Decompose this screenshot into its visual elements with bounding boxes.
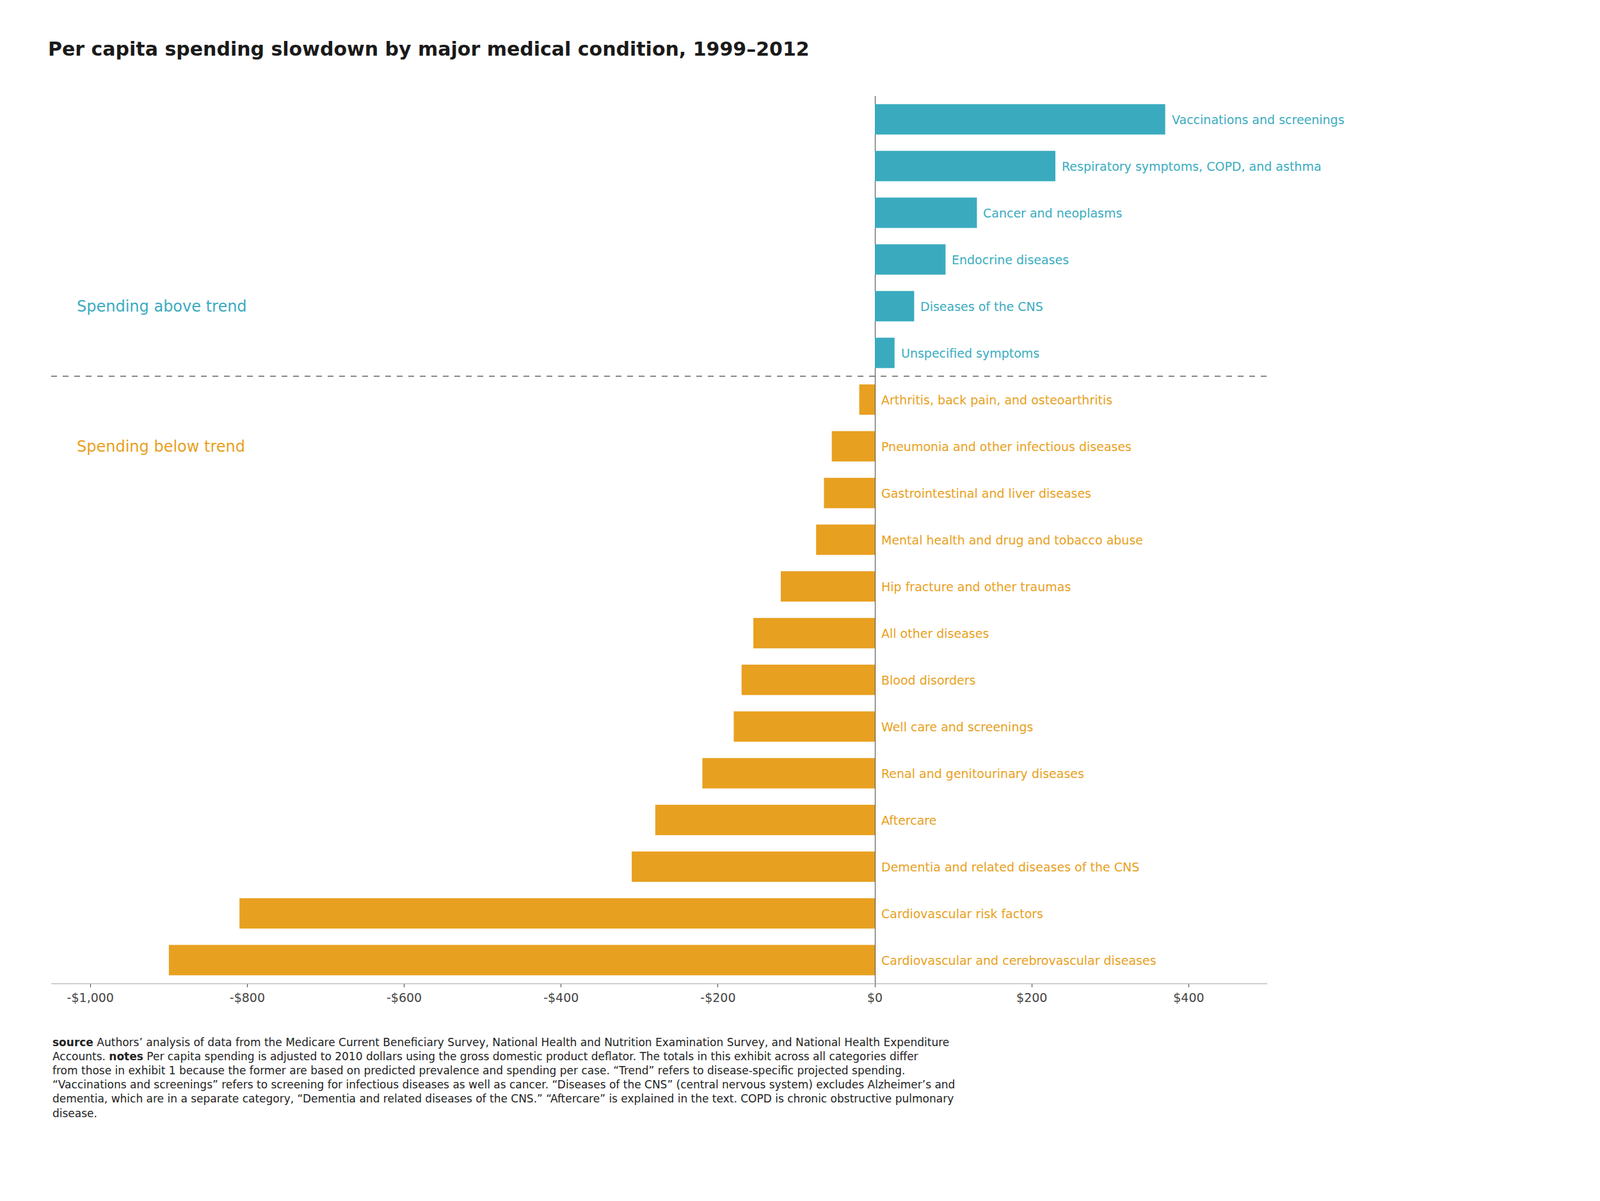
svg-text:-$1,000: -$1,000	[67, 990, 114, 1005]
svg-text:Vaccinations and screenings: Vaccinations and screenings	[1171, 112, 1345, 127]
svg-text:$400: $400	[1173, 990, 1204, 1005]
svg-text:Diseases of the CNS: Diseases of the CNS	[920, 299, 1044, 314]
svg-text:Hip fracture and other traumas: Hip fracture and other traumas	[881, 579, 1071, 594]
svg-text:$200: $200	[1016, 990, 1048, 1005]
svg-text:Pneumonia and other infectious: Pneumonia and other infectious diseases	[881, 439, 1132, 454]
svg-text:Gastrointestinal and liver dis: Gastrointestinal and liver diseases	[881, 486, 1092, 501]
svg-text:Well care and screenings: Well care and screenings	[881, 720, 1033, 735]
svg-text:Blood disorders: Blood disorders	[881, 673, 976, 688]
svg-text:Per capita spending slowdown b: Per capita spending slowdown by major me…	[48, 37, 810, 61]
svg-text:All other diseases: All other diseases	[881, 626, 989, 641]
svg-text:Endocrine diseases: Endocrine diseases	[951, 252, 1069, 267]
svg-text:-$600: -$600	[386, 990, 422, 1005]
svg-text:Aftercare: Aftercare	[881, 813, 937, 828]
svg-text:-$200: -$200	[700, 990, 736, 1005]
svg-text:Mental health and drug and tob: Mental health and drug and tobacco abuse	[881, 533, 1144, 548]
svg-text:source Authors’ analysis of da: source Authors’ analysis of data from th…	[52, 1036, 955, 1120]
svg-text:Cardiovascular and cerebrovasc: Cardiovascular and cerebrovascular disea…	[881, 953, 1157, 968]
svg-text:Spending above trend: Spending above trend	[76, 297, 248, 316]
svg-text:Spending below trend: Spending below trend	[76, 437, 246, 456]
svg-text:-$800: -$800	[229, 990, 265, 1005]
svg-text:$0: $0	[867, 990, 883, 1005]
svg-text:Cardiovascular risk factors: Cardiovascular risk factors	[881, 906, 1044, 921]
svg-text:Renal and genitourinary diseas: Renal and genitourinary diseases	[881, 766, 1085, 781]
svg-text:Unspecified symptoms: Unspecified symptoms	[901, 346, 1040, 361]
svg-text:Dementia and related diseases: Dementia and related diseases of the CNS	[881, 860, 1140, 875]
svg-text:-$400: -$400	[543, 990, 579, 1005]
svg-text:Arthritis, back pain, and oste: Arthritis, back pain, and osteoarthritis	[881, 392, 1113, 408]
svg-text:Cancer and neoplasms: Cancer and neoplasms	[983, 206, 1122, 221]
svg-text:Respiratory symptoms, COPD, an: Respiratory symptoms, COPD, and asthma	[1061, 159, 1322, 174]
